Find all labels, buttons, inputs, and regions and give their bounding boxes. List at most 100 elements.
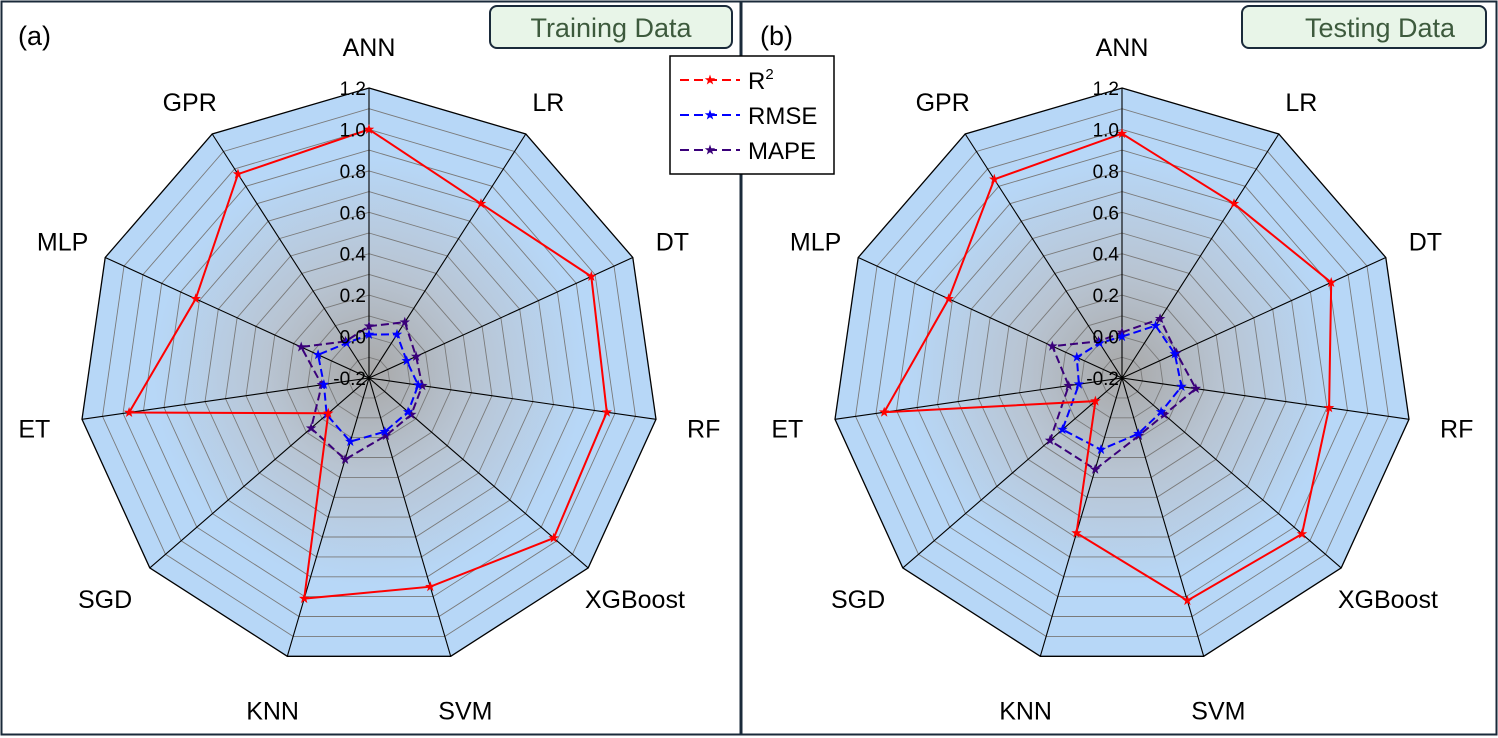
tick-label: 0.2 xyxy=(1093,286,1119,307)
grid-ring xyxy=(1019,273,1225,478)
grid-ring xyxy=(143,149,595,598)
axis-spoke xyxy=(286,377,370,657)
panel-b-label: (b) xyxy=(760,21,793,51)
axis-label-ann: ANN xyxy=(343,34,396,62)
grid-ring xyxy=(875,128,1369,617)
axis-spoke xyxy=(368,377,452,657)
grid-ring xyxy=(1039,294,1205,458)
tick-label: 0.6 xyxy=(340,203,366,224)
axis-spoke xyxy=(1039,377,1123,657)
tick-label: 0.2 xyxy=(340,286,366,307)
grid-ring xyxy=(937,191,1307,558)
axis-spoke xyxy=(104,256,370,379)
tick-label: 1.2 xyxy=(1093,79,1119,100)
tick-label: 0.8 xyxy=(1093,162,1119,183)
series-line xyxy=(127,128,608,600)
series-2 xyxy=(296,316,428,464)
grid-ring xyxy=(184,191,554,558)
series-line xyxy=(299,321,424,461)
tick-label: -0.2 xyxy=(1086,369,1119,390)
legend-item-2: MAPE xyxy=(680,138,816,165)
axis-label-lr: LR xyxy=(1285,89,1317,117)
axis-spoke xyxy=(964,133,1123,379)
grid-ring xyxy=(957,211,1287,538)
grid-ring xyxy=(1101,356,1143,399)
axis-spoke xyxy=(1121,377,1342,569)
axis-label-dt: DT xyxy=(656,229,689,257)
panel-b-title-box: Testing Data xyxy=(1241,5,1487,49)
grid-ring xyxy=(978,232,1266,518)
axis-label-svm: SVM xyxy=(1191,698,1245,726)
series-line xyxy=(1061,324,1183,451)
panel-a-title: Training Data xyxy=(530,13,692,43)
grid-ring xyxy=(122,128,616,617)
axis-label-gpr: GPR xyxy=(163,89,217,117)
axis-label-knn: KNN xyxy=(246,698,299,726)
grid-ring xyxy=(245,253,493,498)
tick-label: 0.0 xyxy=(1093,328,1119,349)
panel-b-title-box-bg xyxy=(1241,5,1487,49)
grid-ring xyxy=(204,211,534,538)
series-1 xyxy=(312,328,424,447)
panel-a-title-box-bg xyxy=(489,5,733,49)
grid-ring xyxy=(266,273,472,478)
panel-a-title-box: Training Data xyxy=(489,5,733,49)
grid-ring xyxy=(998,253,1246,498)
grid-ring xyxy=(916,170,1328,578)
axis-label-sgd: SGD xyxy=(831,586,885,614)
axis-label-rf: RF xyxy=(687,416,720,444)
series-1 xyxy=(1057,320,1187,455)
panel-a: -0.2 0.0 0.2 0.4 0.6 0.8 1.0 1.2 ANN LR DT RF XGBoo… xyxy=(18,5,733,726)
series-line xyxy=(882,132,1333,602)
tick-label: 0.0 xyxy=(340,328,366,349)
panel-a-label: (a) xyxy=(18,21,51,51)
axis-spoke xyxy=(1121,133,1280,379)
axis-label-et: ET xyxy=(18,416,50,444)
axis-label-xgboost: XGBoost xyxy=(585,586,685,614)
axis-spoke xyxy=(1121,256,1387,379)
legend-label: MAPE xyxy=(748,138,816,165)
axis-spoke xyxy=(902,377,1123,569)
axis-spoke xyxy=(368,256,634,379)
series-0 xyxy=(879,128,1337,606)
grid-ring xyxy=(896,149,1348,598)
grid-ring xyxy=(855,108,1389,637)
axis-spoke xyxy=(149,377,370,569)
legend-label: RMSE xyxy=(748,103,817,130)
grid-ring xyxy=(1080,336,1164,419)
axis-label-sgd: SGD xyxy=(78,586,132,614)
series-line xyxy=(1048,317,1198,471)
series-0 xyxy=(123,123,612,604)
tick-label: 0.4 xyxy=(340,245,367,266)
panel-b-title: Testing Data xyxy=(1305,13,1456,43)
grid-ring xyxy=(286,294,452,458)
legend-item-0: R2 xyxy=(680,66,774,95)
axis-spoke xyxy=(368,377,589,569)
tick-label: 1.0 xyxy=(340,120,366,141)
grid-ring xyxy=(163,170,575,578)
grid-ring xyxy=(225,232,513,518)
tick-label: -0.2 xyxy=(333,369,366,390)
axis-label-mlp: MLP xyxy=(790,229,841,257)
grid-ring xyxy=(348,356,390,399)
tick-label: 0.4 xyxy=(1093,245,1120,266)
axis-label-knn: KNN xyxy=(999,698,1052,726)
axis-label-rf: RF xyxy=(1440,416,1473,444)
panel-b-frame xyxy=(740,0,1498,736)
legend: R2 RMSE MAPE xyxy=(669,55,835,175)
tick-label: 1.0 xyxy=(1093,120,1119,141)
series-2 xyxy=(1044,313,1201,474)
axis-spoke xyxy=(1121,377,1410,420)
axis-label-et: ET xyxy=(771,416,803,444)
axis-label-ann: ANN xyxy=(1096,34,1149,62)
axis-label-lr: LR xyxy=(532,89,564,117)
legend-item-1: RMSE xyxy=(680,103,817,130)
axis-label-mlp: MLP xyxy=(37,229,88,257)
axis-label-dt: DT xyxy=(1409,229,1442,257)
tick-label: 0.8 xyxy=(340,162,366,183)
axis-label-gpr: GPR xyxy=(916,89,970,117)
series-line xyxy=(316,333,420,443)
axis-label-xgboost: XGBoost xyxy=(1338,586,1438,614)
